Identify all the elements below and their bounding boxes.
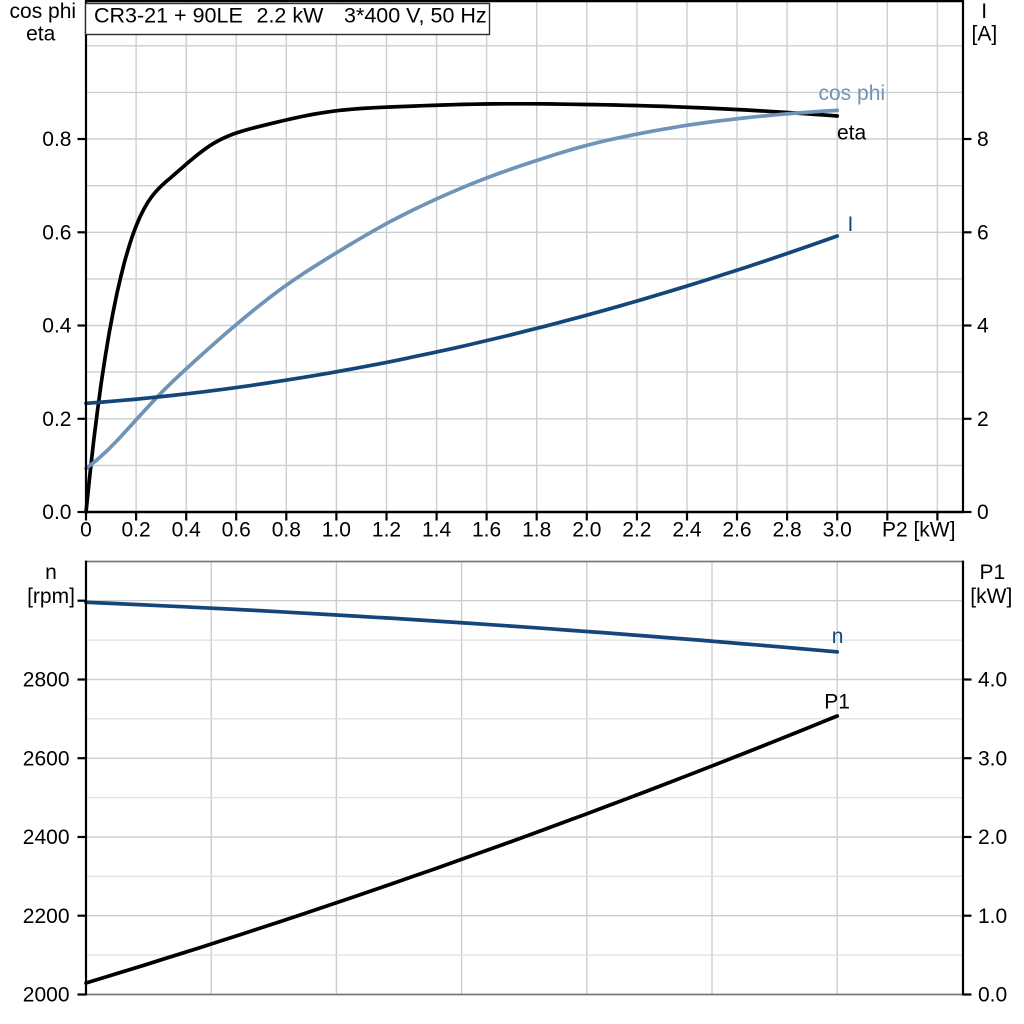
svg-text:00.20.40.60.81.01.21.41.61.82.: 0 0.2 0.4 0.6 0.8 1.0 1.2 1.4 1.6 1.8 2.0 2.2 2.4 2.6… (80, 519, 955, 542)
svg-text:20002200240026002800: 20002200240026002800 (23, 669, 70, 1007)
svg-text:n: n (832, 625, 844, 648)
svg-text:I[A]: I [A] (972, 0, 998, 45)
svg-text:0.00.20.40.60.8: 0.00.20.40.60.8 (42, 128, 72, 524)
svg-text:P1: P1 (824, 690, 850, 713)
svg-text:02468: 02468 (977, 128, 989, 524)
svg-text:eta: eta (837, 122, 867, 145)
svg-text:P1[kW]: P1 [kW] (970, 561, 1012, 608)
svg-text:I: I (848, 213, 854, 236)
svg-text:cos phi: cos phi (819, 82, 886, 105)
svg-text:0.01.02.03.04.0: 0.01.02.03.04.0 (978, 669, 1007, 1007)
svg-text:n[rpm]: n [rpm] (27, 561, 75, 608)
